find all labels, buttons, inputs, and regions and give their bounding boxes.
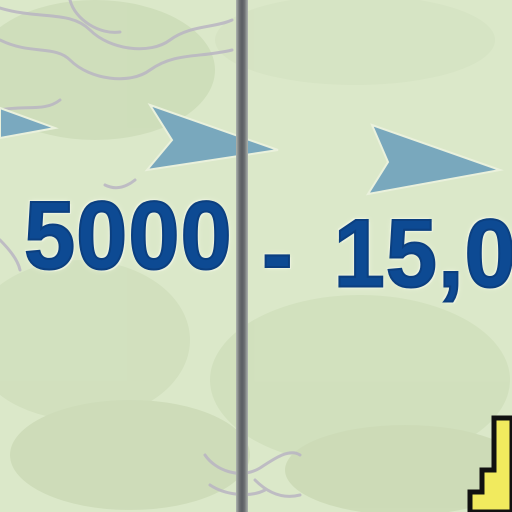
altitude-label-range: -15,0 [261,205,512,304]
altitude-label-start: 5000 [23,182,233,290]
altitude-label-end: 15,0 [333,200,512,308]
direction-arrow-icon [0,106,59,140]
direction-arrow-icon [365,123,504,196]
range-separator: - [261,200,294,308]
meridian-line [236,0,248,512]
yellow-boundary-area [467,415,512,512]
direction-arrow-icon [144,103,279,172]
arrow-symbols [0,103,504,196]
